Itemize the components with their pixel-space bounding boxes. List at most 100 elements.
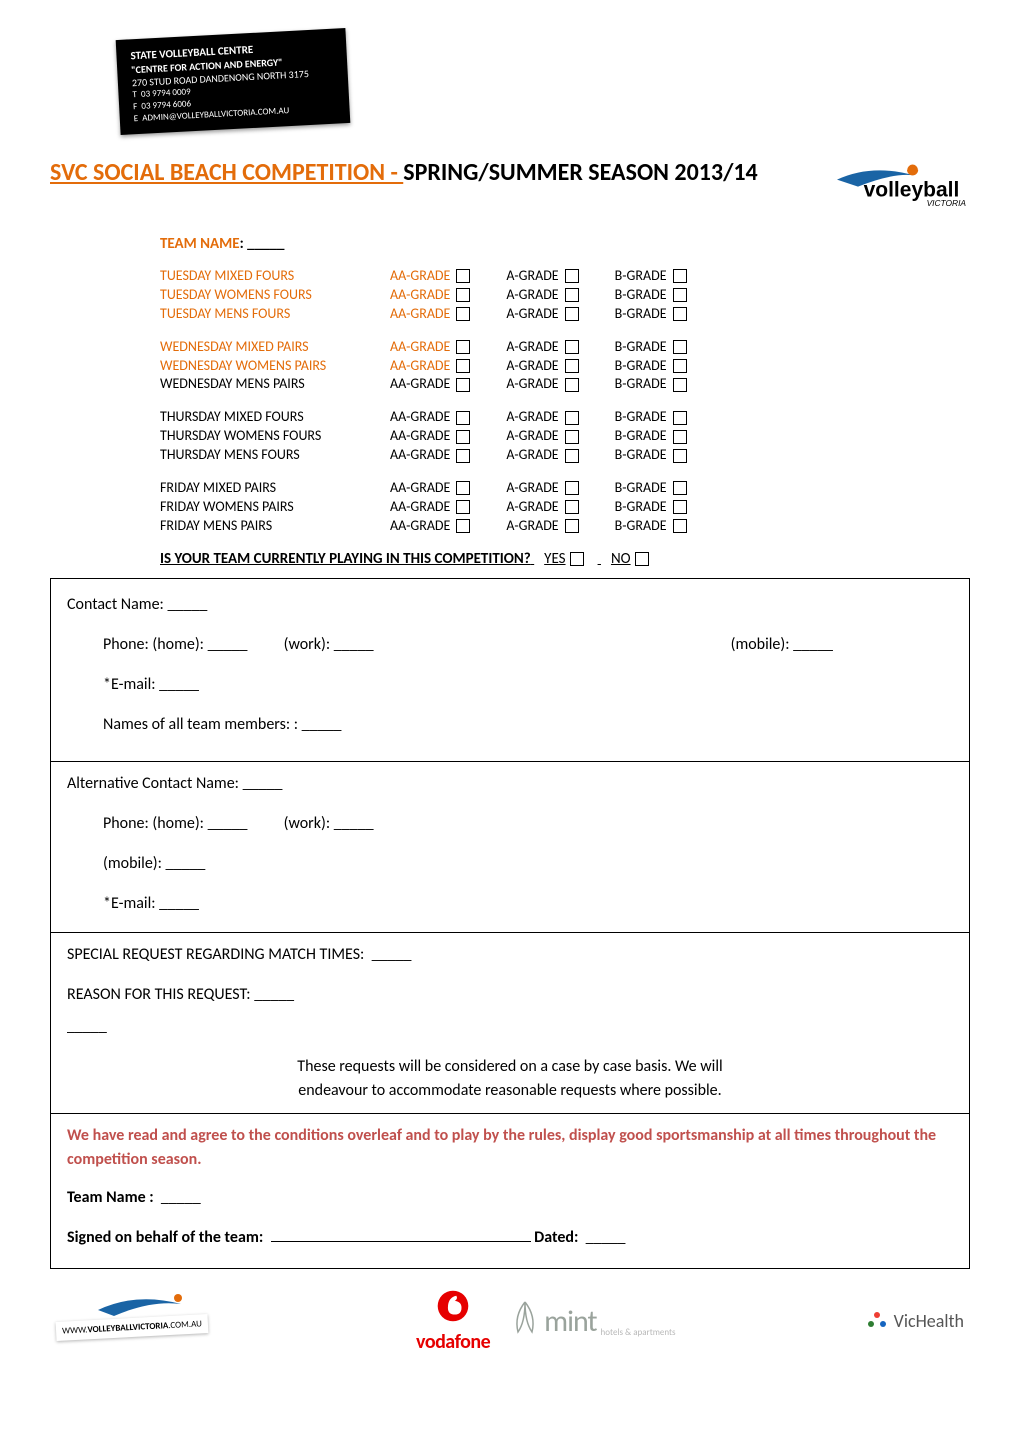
grade-option-b: B-GRADE bbox=[615, 357, 687, 376]
grade-category: FRIDAY MENS PAIRS bbox=[160, 517, 390, 536]
alt-phone-work-blank[interactable]: _____ bbox=[334, 814, 374, 833]
grade-checkbox[interactable] bbox=[565, 288, 579, 302]
team-members-row: Names of all team members: : _____ bbox=[67, 713, 953, 737]
alt-email-label: *E-mail: bbox=[103, 894, 156, 913]
contact-name-blank[interactable]: _____ bbox=[167, 595, 207, 614]
yes-checkbox[interactable] bbox=[570, 552, 584, 566]
alt-phone-home-blank[interactable]: _____ bbox=[208, 814, 248, 833]
grade-checkbox[interactable] bbox=[456, 269, 470, 283]
no-label: NO bbox=[611, 550, 631, 568]
grade-checkbox[interactable] bbox=[673, 340, 687, 354]
grade-label: B-GRADE bbox=[615, 517, 667, 536]
alt-mobile-label: (mobile): bbox=[103, 854, 162, 873]
page-title: SVC SOCIAL BEACH COMPETITION - SPRING/SU… bbox=[50, 158, 758, 187]
no-checkbox[interactable] bbox=[635, 552, 649, 566]
phone-mobile-blank[interactable]: _____ bbox=[793, 635, 833, 654]
grade-category: FRIDAY MIXED PAIRS bbox=[160, 479, 390, 498]
note-line-1: These requests will be considered on a c… bbox=[67, 1055, 953, 1079]
grade-checkbox[interactable] bbox=[456, 340, 470, 354]
grade-checkbox[interactable] bbox=[565, 378, 579, 392]
grade-checkbox[interactable] bbox=[673, 519, 687, 533]
grade-option-aa: AA-GRADE bbox=[390, 498, 470, 517]
grade-checkbox[interactable] bbox=[565, 430, 579, 444]
reason-blank-2[interactable]: _____ bbox=[67, 1017, 107, 1036]
grade-checkbox[interactable] bbox=[456, 307, 470, 321]
grade-checkbox[interactable] bbox=[565, 481, 579, 495]
grade-label: AA-GRADE bbox=[390, 267, 450, 286]
grade-checkbox[interactable] bbox=[673, 500, 687, 514]
grade-checkbox[interactable] bbox=[565, 500, 579, 514]
dated-blank[interactable]: _____ bbox=[586, 1228, 626, 1247]
yes-label: YES bbox=[544, 550, 565, 568]
grade-option-aa: AA-GRADE bbox=[390, 517, 470, 536]
team-name-2-row: Team Name : _____ bbox=[67, 1186, 953, 1210]
alt-contact-blank[interactable]: _____ bbox=[243, 774, 283, 793]
phone-home-blank[interactable]: _____ bbox=[208, 635, 248, 654]
grade-category: TUESDAY MENS FOURS bbox=[160, 305, 390, 324]
grade-option-aa: AA-GRADE bbox=[390, 479, 470, 498]
grade-checkbox[interactable] bbox=[456, 378, 470, 392]
grade-checkbox[interactable] bbox=[565, 519, 579, 533]
grade-checkbox[interactable] bbox=[456, 500, 470, 514]
grade-option-b: B-GRADE bbox=[615, 427, 687, 446]
grade-checkbox[interactable] bbox=[673, 481, 687, 495]
alt-mobile-blank[interactable]: _____ bbox=[166, 854, 206, 873]
email-blank[interactable]: _____ bbox=[159, 675, 199, 694]
grade-option-a: A-GRADE bbox=[506, 479, 578, 498]
grade-checkbox[interactable] bbox=[456, 288, 470, 302]
grade-checkbox[interactable] bbox=[673, 378, 687, 392]
grade-option-aa: AA-GRADE bbox=[390, 446, 470, 465]
url-suffix: .COM.AU bbox=[168, 1319, 202, 1332]
grade-checkbox[interactable] bbox=[673, 307, 687, 321]
grade-label: B-GRADE bbox=[615, 408, 667, 427]
grade-category: WEDNESDAY WOMENS PAIRS bbox=[160, 357, 390, 376]
grade-option-aa: AA-GRADE bbox=[390, 408, 470, 427]
grade-checkbox[interactable] bbox=[456, 449, 470, 463]
team-members-label: Names of all team members: : bbox=[103, 715, 298, 734]
phone-label: T bbox=[132, 89, 137, 100]
grade-option-a: A-GRADE bbox=[506, 498, 578, 517]
fax-label: F bbox=[133, 101, 138, 112]
grade-option-a: A-GRADE bbox=[506, 267, 578, 286]
special-note: These requests will be considered on a c… bbox=[67, 1055, 953, 1103]
grade-checkbox[interactable] bbox=[456, 359, 470, 373]
phone-work-blank[interactable]: _____ bbox=[334, 635, 374, 654]
grade-checkbox[interactable] bbox=[456, 430, 470, 444]
grade-checkbox[interactable] bbox=[565, 411, 579, 425]
grade-checkbox[interactable] bbox=[673, 449, 687, 463]
grade-checkbox[interactable] bbox=[673, 411, 687, 425]
grade-row: FRIDAY WOMENS PAIRSAA-GRADEA-GRADEB-GRAD… bbox=[160, 498, 970, 517]
grade-checkbox[interactable] bbox=[565, 269, 579, 283]
alt-email-blank[interactable]: _____ bbox=[159, 894, 199, 913]
phone-row: Phone: (home): _____ (work): _____ (mobi… bbox=[67, 633, 953, 657]
grade-row: FRIDAY MENS PAIRSAA-GRADEA-GRADEB-GRADE bbox=[160, 517, 970, 536]
url-prefix: WWW. bbox=[62, 1325, 88, 1337]
grade-checkbox[interactable] bbox=[673, 359, 687, 373]
special-request-blank[interactable]: _____ bbox=[372, 945, 412, 964]
grade-checkbox[interactable] bbox=[565, 340, 579, 354]
grade-checkbox[interactable] bbox=[673, 288, 687, 302]
team-name-blank[interactable]: _____ bbox=[247, 235, 284, 253]
grade-checkbox[interactable] bbox=[673, 269, 687, 283]
grade-checkbox[interactable] bbox=[565, 359, 579, 373]
grade-checkbox[interactable] bbox=[673, 430, 687, 444]
grade-label: A-GRADE bbox=[506, 338, 558, 357]
currently-playing-question: IS YOUR TEAM CURRENTLY PLAYING IN THIS C… bbox=[160, 550, 970, 568]
grade-checkbox[interactable] bbox=[565, 307, 579, 321]
reason-blank[interactable]: _____ bbox=[254, 985, 294, 1004]
signature-line[interactable] bbox=[271, 1226, 531, 1242]
team-name-2-blank[interactable]: _____ bbox=[161, 1188, 201, 1207]
question-text: IS YOUR TEAM CURRENTLY PLAYING IN THIS C… bbox=[160, 550, 531, 568]
grade-label: B-GRADE bbox=[615, 446, 667, 465]
grade-checkbox[interactable] bbox=[456, 519, 470, 533]
grade-checkbox[interactable] bbox=[565, 449, 579, 463]
grade-option-a: A-GRADE bbox=[506, 446, 578, 465]
grade-checkbox[interactable] bbox=[456, 481, 470, 495]
team-members-blank[interactable]: _____ bbox=[302, 715, 342, 734]
grade-option-b: B-GRADE bbox=[615, 286, 687, 305]
grade-label: AA-GRADE bbox=[390, 357, 450, 376]
vodafone-text: vodafone bbox=[416, 1330, 490, 1354]
grade-checkbox[interactable] bbox=[456, 411, 470, 425]
alt-email-row: *E-mail: _____ bbox=[67, 892, 953, 916]
dated-label: Dated: bbox=[534, 1228, 578, 1247]
